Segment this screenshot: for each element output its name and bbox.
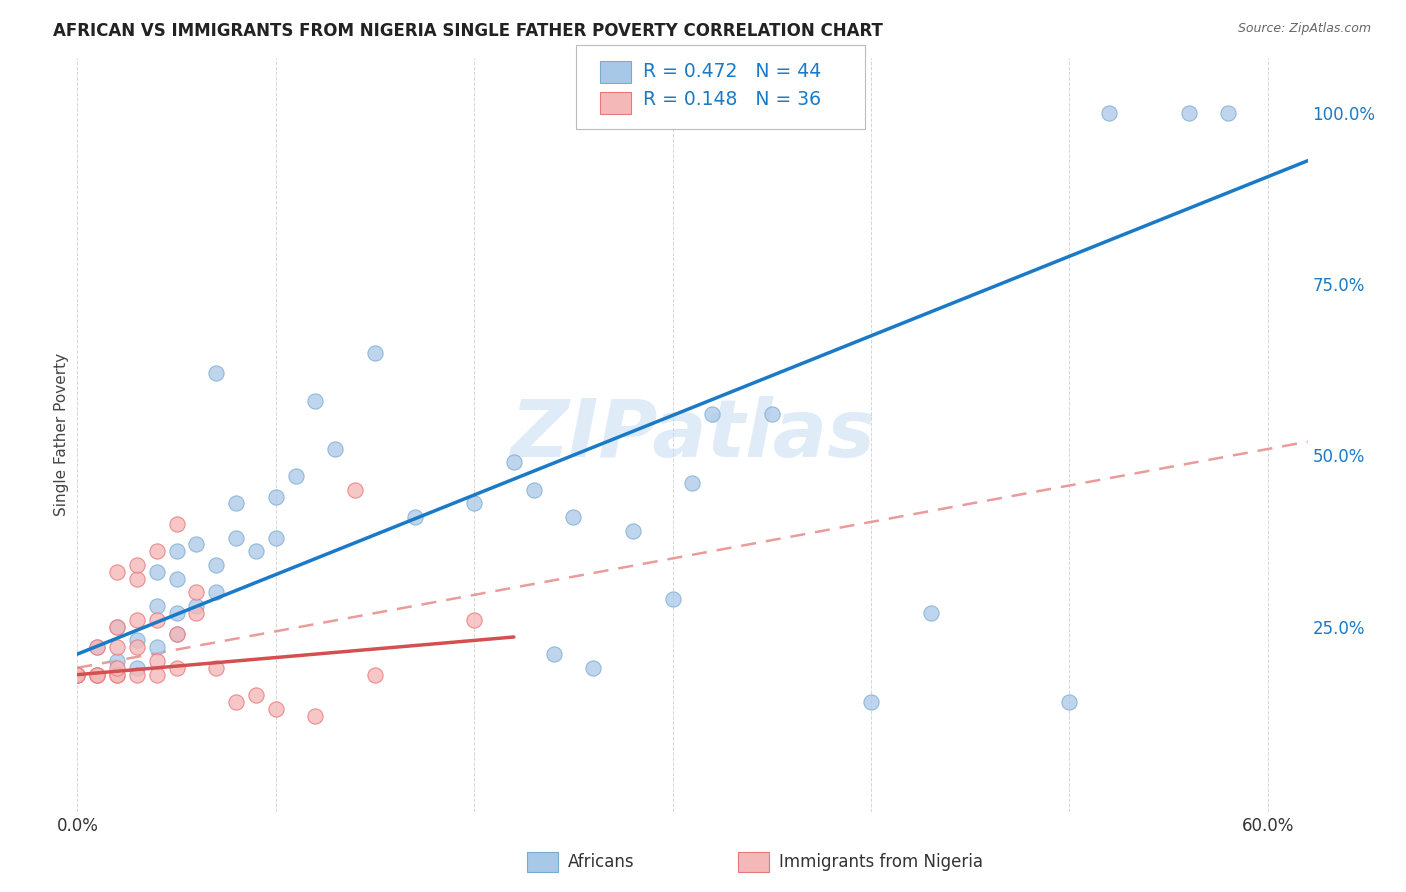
Point [145,599,167,614]
Y-axis label: Single Father Poverty: Single Father Poverty [53,353,69,516]
Point [105,565,128,579]
Point [125,572,148,586]
Point [105,654,128,668]
Point [86,667,108,681]
Text: Source: ZipAtlas.com: Source: ZipAtlas.com [1237,22,1371,36]
Point [105,667,128,681]
Point [105,620,128,634]
Point [225,695,247,709]
Point [105,667,128,681]
Point [166,626,188,640]
Point [920,606,942,620]
Point [66,667,89,681]
Point [205,661,228,675]
Point [186,599,208,614]
Point [582,661,605,675]
Point [205,366,228,380]
Point [145,667,167,681]
Point [186,537,208,551]
Point [125,640,148,655]
Point [264,490,287,504]
Point [225,531,247,545]
Point [1218,105,1240,120]
Point [86,667,108,681]
Point [702,407,724,421]
Point [145,640,167,655]
Point [166,544,188,558]
Point [86,640,108,655]
Point [264,531,287,545]
Text: ZIPatlas: ZIPatlas [510,396,875,474]
Point [66,667,89,681]
Point [1177,105,1199,120]
Point [166,626,188,640]
Point [364,345,387,359]
Point [145,565,167,579]
Point [344,483,367,497]
Point [105,620,128,634]
Point [404,510,426,524]
Point [502,455,524,469]
Point [145,544,167,558]
Text: R = 0.472   N = 44: R = 0.472 N = 44 [643,62,821,80]
Point [186,585,208,599]
Text: R = 0.148   N = 36: R = 0.148 N = 36 [643,90,821,109]
Point [166,516,188,531]
Point [125,667,148,681]
Point [205,585,228,599]
Point [1059,695,1081,709]
Text: AFRICAN VS IMMIGRANTS FROM NIGERIA SINGLE FATHER POVERTY CORRELATION CHART: AFRICAN VS IMMIGRANTS FROM NIGERIA SINGL… [53,22,883,40]
Point [661,592,683,607]
Point [304,393,326,408]
Point [463,496,485,510]
Point [166,572,188,586]
Point [125,633,148,648]
Point [304,708,326,723]
Point [245,688,267,702]
Point [125,661,148,675]
Point [145,613,167,627]
Point [86,640,108,655]
Point [145,654,167,668]
Point [264,702,287,716]
Point [463,613,485,627]
Point [105,640,128,655]
Point [364,667,387,681]
Point [1098,105,1121,120]
Point [66,667,89,681]
Point [323,442,346,456]
Point [543,647,565,661]
Point [621,524,644,538]
Point [860,695,883,709]
Point [166,606,188,620]
Point [225,496,247,510]
Text: Africans: Africans [568,854,634,871]
Point [105,661,128,675]
Point [66,667,89,681]
Point [562,510,585,524]
Point [125,613,148,627]
Point [523,483,546,497]
Point [682,475,704,490]
Point [761,407,783,421]
Point [284,469,307,483]
Point [186,606,208,620]
Text: Immigrants from Nigeria: Immigrants from Nigeria [779,854,983,871]
Point [245,544,267,558]
Point [86,667,108,681]
Point [125,558,148,572]
Point [205,558,228,572]
Point [166,661,188,675]
